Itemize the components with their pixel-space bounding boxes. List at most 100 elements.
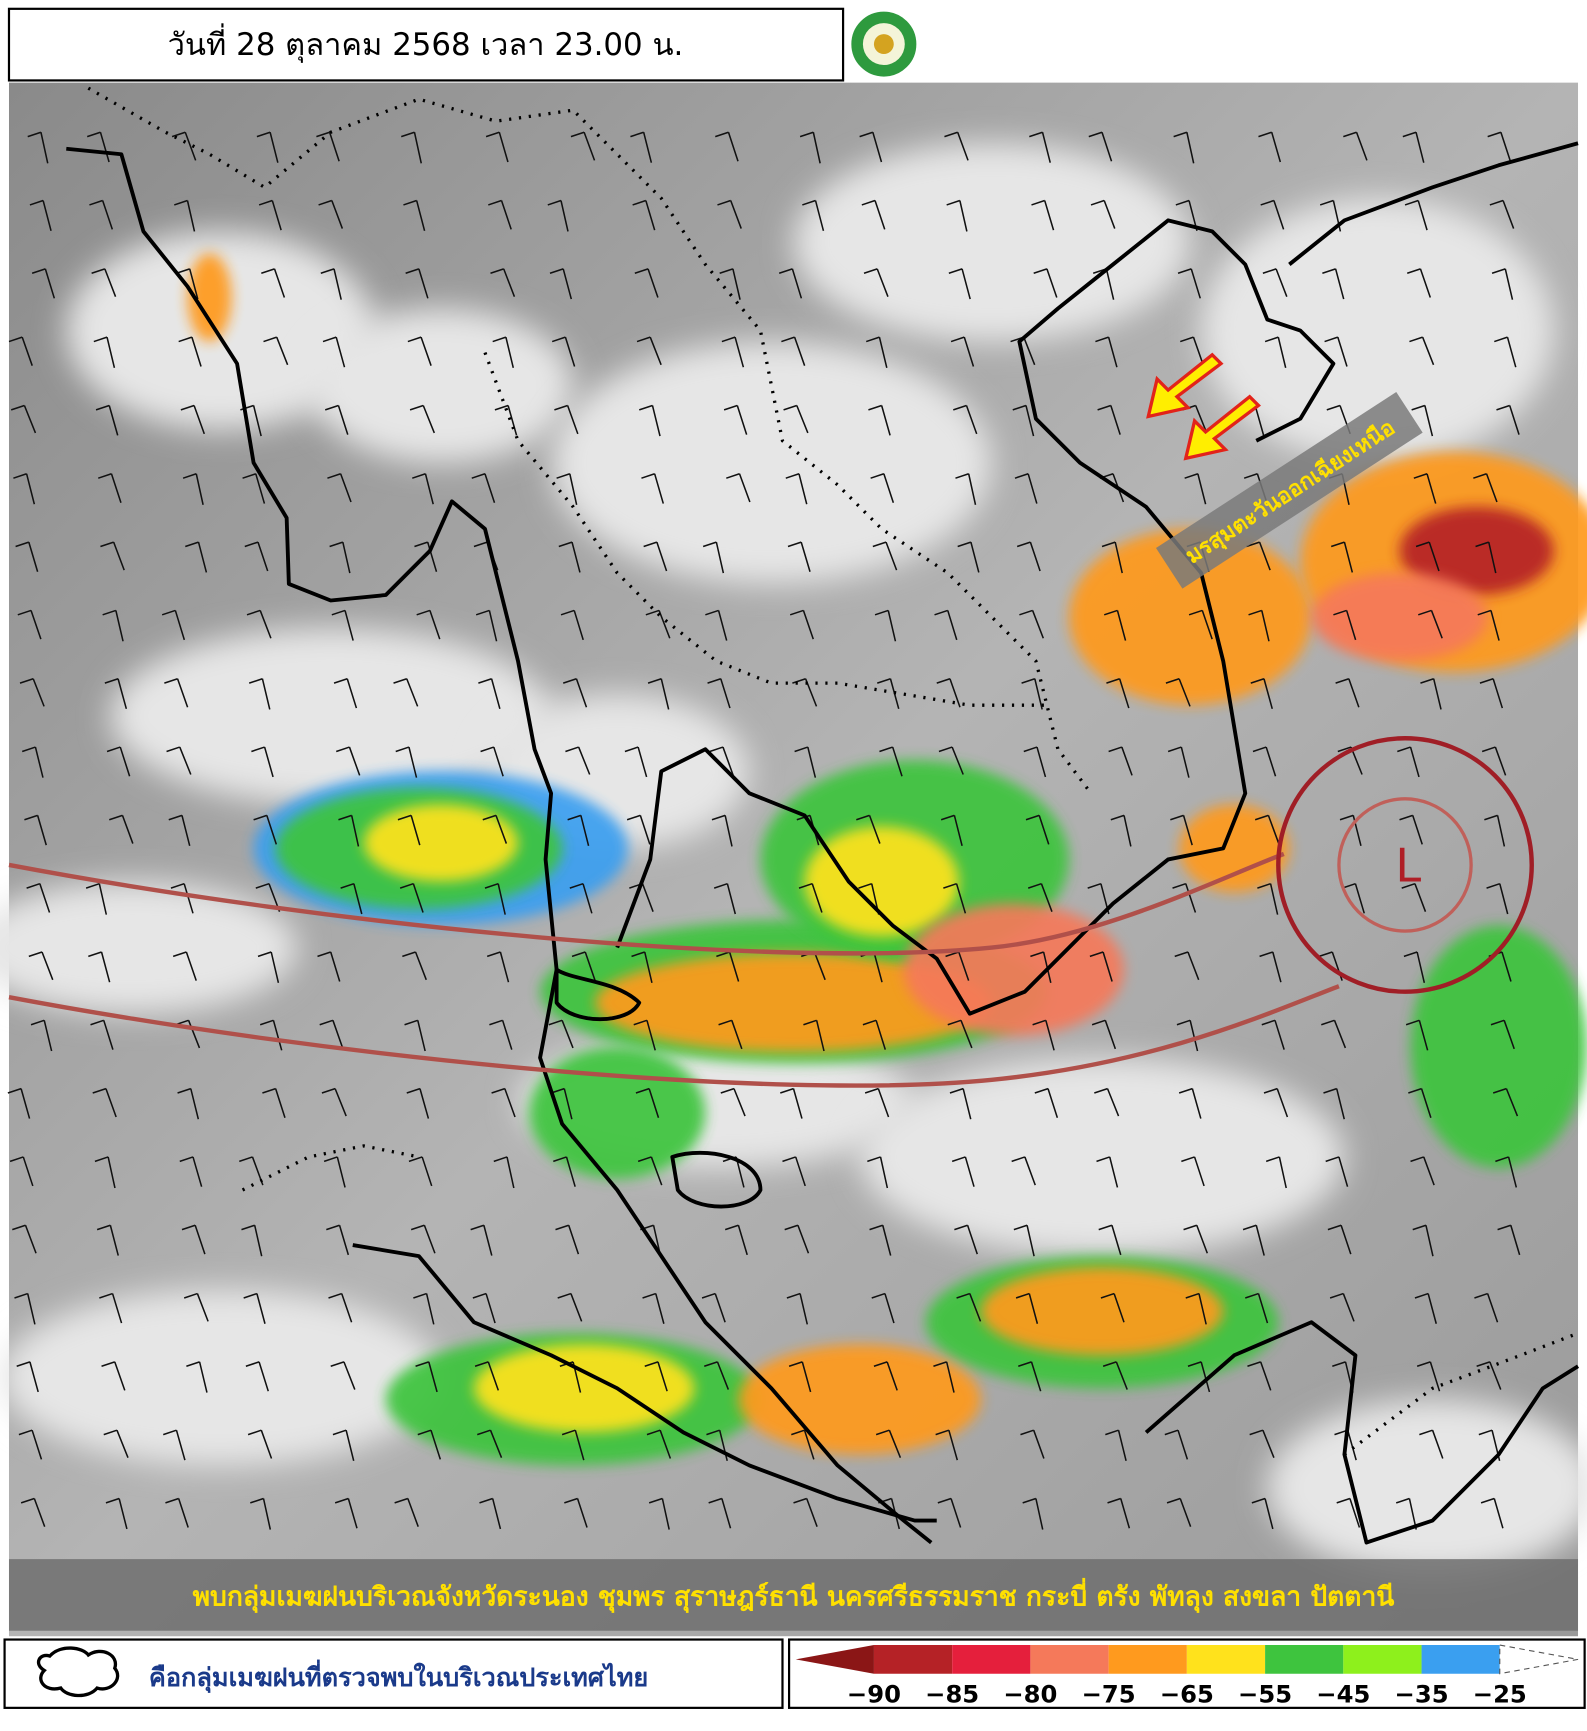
wind-barb xyxy=(1420,678,1442,710)
cloud-blob xyxy=(1399,506,1554,595)
coastline xyxy=(66,146,933,1545)
wind-barb xyxy=(1487,131,1512,162)
cloud-blob xyxy=(1311,572,1488,662)
wind-barb xyxy=(1183,1224,1209,1254)
wind-barb xyxy=(12,1224,37,1254)
wind-barb xyxy=(1495,1156,1518,1188)
wind-barb xyxy=(719,268,741,300)
wind-barb xyxy=(861,199,886,230)
wind-barb xyxy=(1490,1019,1515,1050)
wind-barb xyxy=(788,1361,812,1393)
wind-barb xyxy=(262,1087,286,1119)
wind-barb xyxy=(945,951,970,981)
wind-barb xyxy=(1091,1019,1117,1050)
wind-barb xyxy=(10,404,37,434)
wind-barb xyxy=(1106,678,1130,709)
colorbar-tick-label: −25 xyxy=(1473,1679,1527,1708)
wind-barb xyxy=(16,1361,39,1393)
wind-barb xyxy=(1110,814,1132,847)
wind-barb xyxy=(938,746,964,775)
wind-barb xyxy=(1419,1429,1444,1459)
wind-barb xyxy=(1252,746,1277,777)
wind-barb xyxy=(1089,951,1113,982)
wind-barb xyxy=(1477,609,1500,641)
wind-barb xyxy=(802,199,825,232)
wind-barb xyxy=(715,131,739,162)
colorbar-tick-label: −75 xyxy=(1082,1679,1136,1708)
wind-barb xyxy=(90,1019,114,1050)
monsoon-arrows xyxy=(1146,352,1261,461)
wind-barb xyxy=(1415,541,1440,572)
wind-barb xyxy=(708,1497,732,1529)
title-box xyxy=(7,7,845,82)
colorbar: −90 −85 −80 −75 −65 −55 −45 −35 −25 xyxy=(795,1644,1579,1708)
wind-barb xyxy=(1185,1292,1207,1325)
wind-barb xyxy=(412,473,434,505)
wind-barb xyxy=(100,541,125,571)
wind-barb xyxy=(720,1087,746,1117)
wind-barb xyxy=(950,336,975,367)
wind-barb xyxy=(406,1087,430,1119)
wind-barb xyxy=(253,814,278,845)
wind-barb xyxy=(940,814,963,847)
wind-barb xyxy=(638,404,661,437)
wind-barb xyxy=(954,1224,979,1255)
band-edge xyxy=(8,984,1340,1088)
wind-barb xyxy=(477,1429,503,1458)
wind-barb xyxy=(407,336,432,366)
wind-barb xyxy=(101,1361,126,1391)
wind-barb xyxy=(863,268,889,297)
summary-banner xyxy=(8,1559,1579,1631)
wind-barb xyxy=(870,473,895,504)
wind-barb xyxy=(783,404,809,434)
wind-barb xyxy=(1187,1361,1211,1393)
wind-barb xyxy=(557,1292,583,1322)
wind-barb xyxy=(1397,746,1420,778)
wind-barb xyxy=(956,1292,982,1322)
cloud-white xyxy=(308,308,574,463)
cloud-white xyxy=(110,628,552,805)
wind-barb xyxy=(1025,814,1050,845)
wind-barb xyxy=(556,473,578,506)
wind-barb xyxy=(1015,1292,1039,1324)
wind-barb xyxy=(873,1361,898,1391)
wind-barb xyxy=(9,1156,34,1187)
wind-barb xyxy=(721,336,745,368)
wind-barb xyxy=(166,746,192,775)
wind-barb xyxy=(182,473,204,506)
wind-barb xyxy=(803,1019,825,1052)
logo xyxy=(848,8,920,80)
wind-barb xyxy=(558,541,581,573)
wind-barb xyxy=(1167,746,1190,778)
wind-barb xyxy=(1411,404,1434,437)
wind-barb xyxy=(490,268,516,297)
wind-barb xyxy=(31,268,56,299)
wind-barb xyxy=(1013,1224,1035,1257)
wind-barb xyxy=(1403,951,1426,983)
wind-barb xyxy=(28,951,54,981)
wind-barb xyxy=(936,678,961,708)
wind-barb xyxy=(24,814,48,846)
cloud-blob xyxy=(595,953,992,1053)
wind-barb xyxy=(241,1224,263,1257)
wind-barb xyxy=(1260,199,1285,230)
cloud-white xyxy=(0,881,298,1014)
wind-barb xyxy=(859,131,883,163)
wind-barb xyxy=(263,336,289,366)
wind-barb xyxy=(867,1156,889,1189)
wind-barb xyxy=(1475,541,1497,574)
wind-barb xyxy=(88,951,111,983)
wind-barb xyxy=(1257,882,1279,915)
wind-barb xyxy=(553,1156,576,1187)
wind-barb xyxy=(871,1292,895,1324)
wind-barb xyxy=(1188,609,1213,640)
wind-barb xyxy=(1329,1292,1355,1322)
cloud-blob xyxy=(980,1267,1224,1356)
title: วันที่ 28 ตุลาคม 2568 เวลา 23.00 น. xyxy=(168,23,684,64)
cloud-white xyxy=(1267,1399,1587,1576)
legend-box xyxy=(3,1638,784,1709)
arrow xyxy=(1183,394,1261,461)
wind-barb xyxy=(331,609,354,641)
wind-barb xyxy=(13,473,36,505)
wind-barb xyxy=(935,1429,959,1461)
